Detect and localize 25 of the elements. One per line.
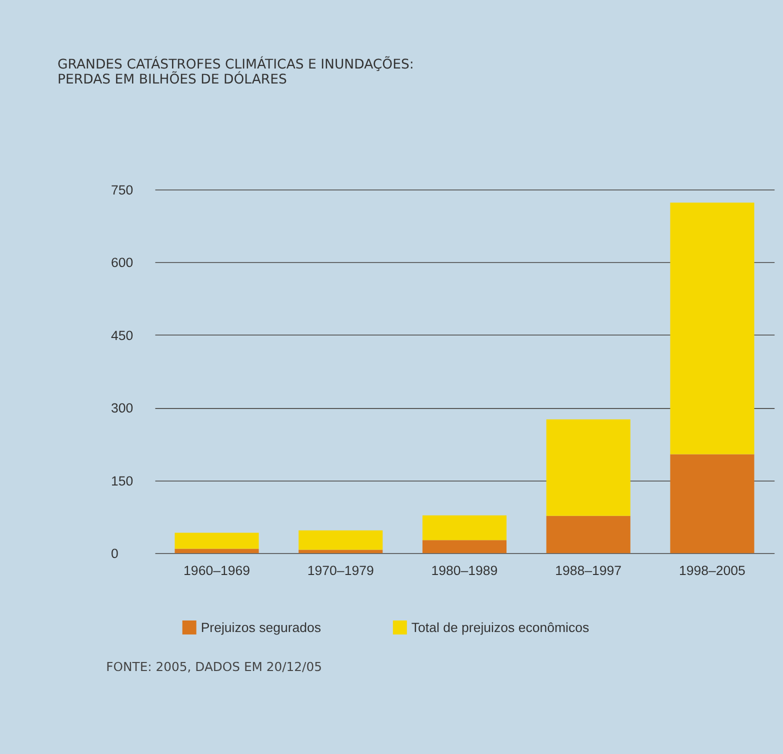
legend-label: Prejuizos segurados	[200, 620, 322, 635]
y-tick-label: 0	[111, 546, 118, 562]
text: PERDAS EM BILHÕES DE DÓLARES	[58, 72, 287, 88]
y-tick-label: 600	[111, 255, 134, 270]
y-tick-label: 300	[111, 400, 134, 416]
bar	[670, 202, 754, 454]
legend-label: Total de prejuizos econômicos	[411, 620, 590, 635]
bar	[546, 516, 630, 554]
x-tick-label: 1988–1997	[555, 562, 622, 578]
bar	[546, 419, 630, 516]
x-tick-label: 1998–2005	[679, 562, 746, 578]
bar	[174, 532, 259, 549]
bar	[422, 540, 507, 554]
bar	[174, 548, 259, 554]
y-tick-label: 450	[111, 328, 134, 343]
x-tick-label: 1960–1969	[184, 562, 250, 578]
y-tick-label: 750	[111, 182, 134, 198]
x-tick-label: 1970–1979	[307, 562, 374, 578]
text: GRANDES CATÁSTROFES CLIMÁTICAS E INUNDAÇÕES:	[58, 57, 414, 72]
bar	[422, 515, 507, 540]
y-tick-label: 150	[111, 473, 134, 488]
x-tick-label: 1980–1989	[431, 562, 498, 578]
source-note: FONTE: 2005, DADOS EM 20/12/05	[106, 660, 322, 674]
bar	[670, 454, 754, 554]
bar	[298, 530, 383, 550]
